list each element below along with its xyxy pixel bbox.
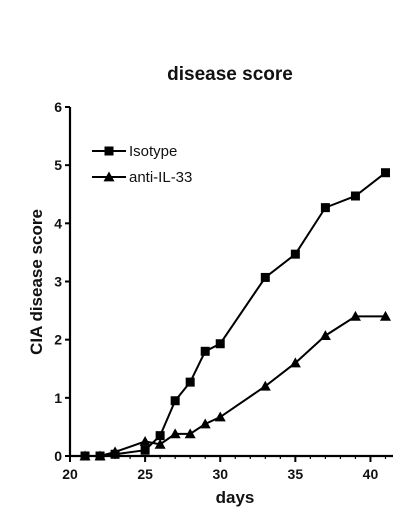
data-point [139, 435, 151, 446]
x-tick-label: 25 [137, 466, 153, 482]
data-point [94, 450, 106, 461]
series-layer [79, 168, 391, 461]
series-line [85, 171, 387, 457]
legend-label: Isotype [129, 143, 177, 160]
data-point [350, 191, 360, 201]
y-axis-label: CIA disease score [27, 209, 46, 355]
y-tick-label: 6 [54, 99, 62, 115]
legend-marker [103, 171, 115, 182]
legend-label: anti-IL-33 [129, 169, 192, 186]
chart-title: disease score [167, 64, 293, 85]
legend-item: Isotype [92, 143, 177, 160]
data-point [79, 450, 91, 461]
data-point [214, 411, 226, 422]
legend-marker [104, 146, 114, 156]
x-axis-label: days [216, 488, 255, 507]
data-point [379, 310, 391, 321]
data-point [290, 249, 300, 259]
data-point [155, 431, 165, 441]
legend-item: anti-IL-33 [92, 169, 192, 186]
y-tick-label: 2 [54, 332, 62, 348]
data-point [185, 377, 195, 387]
x-tick-label: 40 [363, 466, 379, 482]
data-point [320, 203, 330, 213]
data-point [169, 428, 181, 439]
data-point [154, 438, 166, 449]
data-point [199, 418, 211, 429]
data-point [380, 168, 390, 178]
data-point [200, 346, 210, 356]
data-point [319, 330, 331, 340]
x-tick-label: 30 [212, 466, 228, 482]
series-isotype [80, 168, 390, 461]
y-tick-label: 5 [54, 157, 62, 173]
data-point [109, 446, 121, 457]
y-tick-label: 3 [54, 274, 62, 290]
data-point [259, 380, 271, 391]
x-tick-label: 20 [62, 466, 78, 482]
y-tick-label: 4 [54, 215, 62, 231]
y-tick-label: 0 [54, 448, 62, 464]
legend: Isotype anti-IL-33 [92, 143, 192, 186]
data-point [170, 396, 180, 406]
axes: 0 1 2 3 4 5 6 20 25 30 35 40 [54, 99, 393, 482]
x-tick-label: 35 [288, 466, 304, 482]
y-tick-label: 1 [54, 390, 62, 406]
data-point [215, 339, 225, 349]
data-point [260, 272, 270, 282]
data-point [349, 310, 361, 321]
data-point [140, 445, 150, 455]
data-point [184, 428, 196, 439]
series-anti-il-33 [79, 310, 391, 461]
series-line [85, 315, 386, 457]
data-point [289, 357, 301, 368]
